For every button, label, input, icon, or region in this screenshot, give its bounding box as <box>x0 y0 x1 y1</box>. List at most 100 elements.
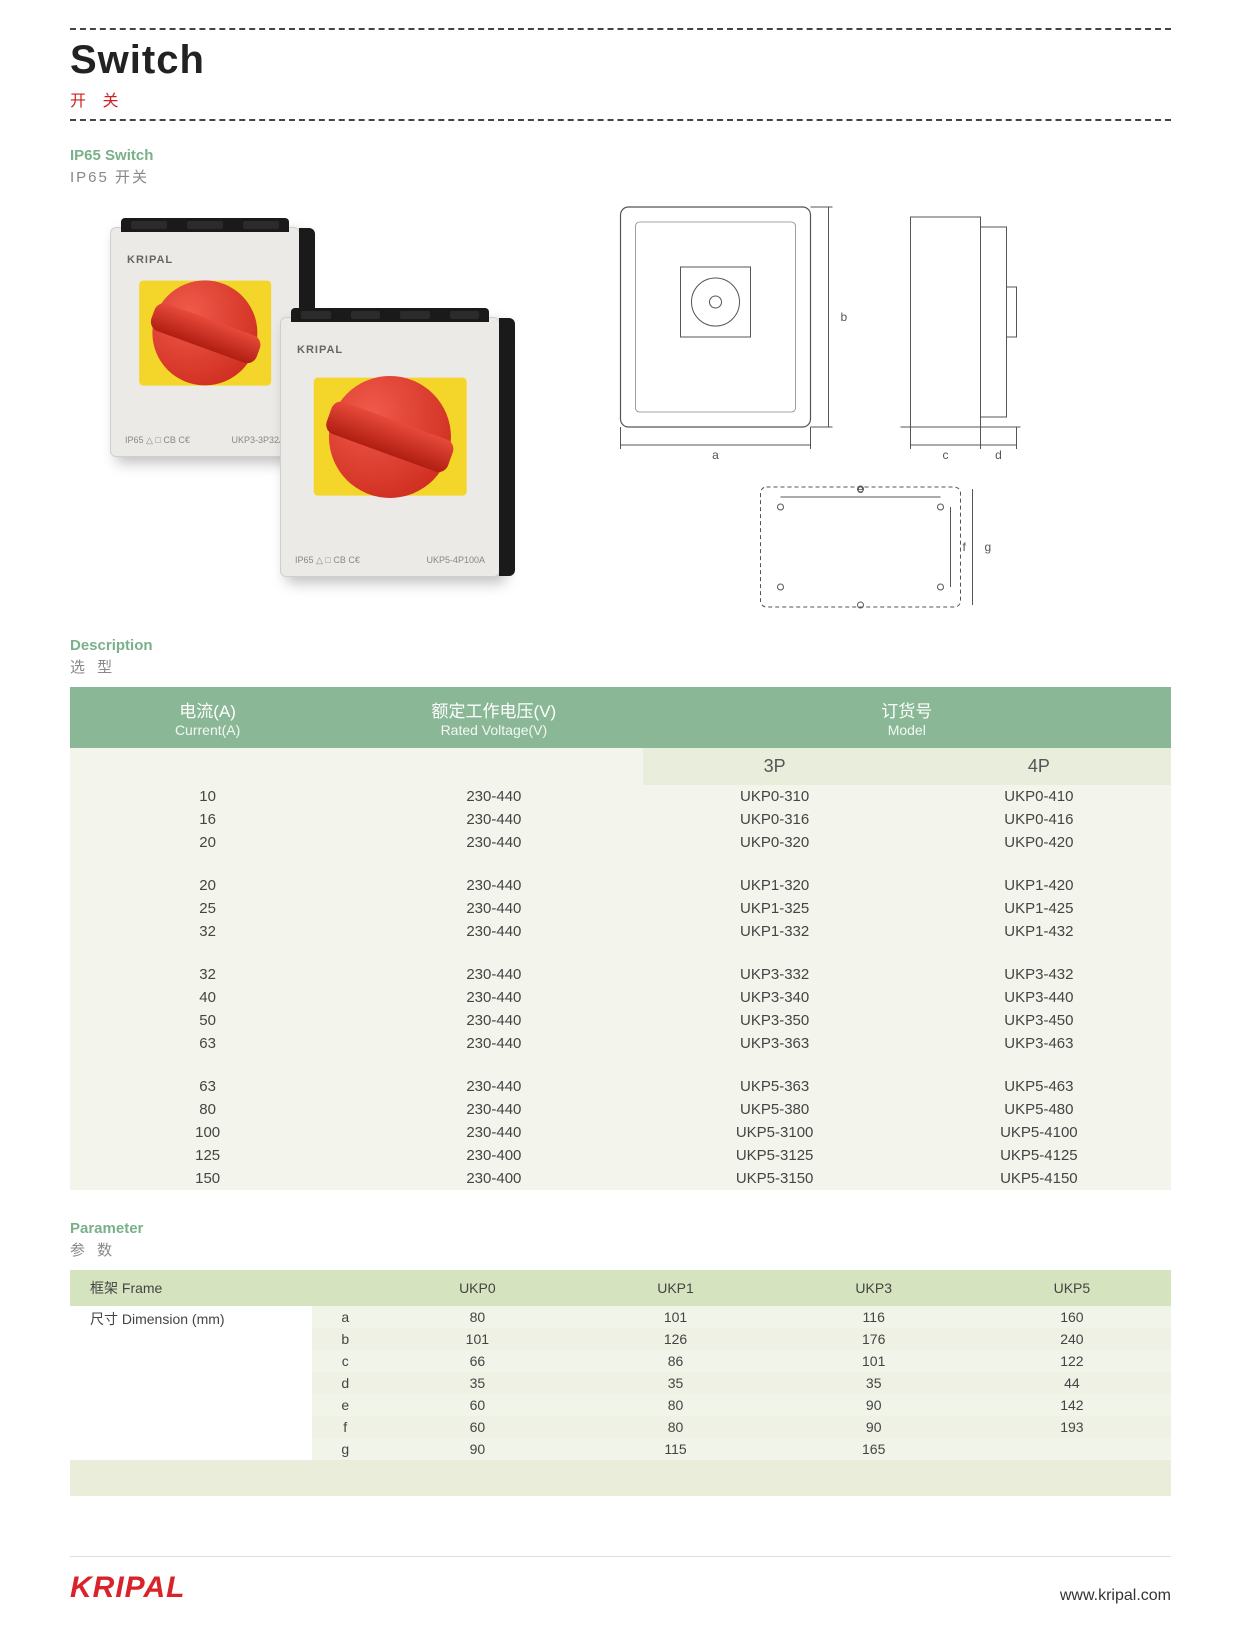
device-2: KRIPAL IP65 △ □ CB C€ UKP5-4P100A <box>280 317 500 577</box>
desc-cell-voltage: 230-440 <box>345 874 642 897</box>
param-frame-head: 框架 Frame <box>70 1270 378 1306</box>
desc-cell-p3: UKP5-3150 <box>643 1167 907 1190</box>
param-cell: 115 <box>576 1438 774 1460</box>
desc-cell-p3: UKP0-320 <box>643 831 907 854</box>
desc-cell-current: 150 <box>70 1167 345 1190</box>
dim-label-g: g <box>985 540 992 554</box>
desc-cell-p4: UKP1-432 <box>907 920 1171 943</box>
param-dim-letter: g <box>312 1438 378 1460</box>
param-cell: 176 <box>775 1328 973 1350</box>
param-cell: 80 <box>378 1306 576 1328</box>
desc-row: 20230-440UKP1-320UKP1-420 <box>70 874 1171 897</box>
desc-cell-p3: UKP3-340 <box>643 986 907 1009</box>
footer-logo: KRIPAL <box>70 1571 185 1605</box>
description-heading-cn: 选 型 <box>70 656 1171 677</box>
device-2-foot-right: UKP5-4P100A <box>426 555 485 566</box>
col-4p: 4P <box>907 748 1171 785</box>
param-cell: 90 <box>775 1394 973 1416</box>
desc-row: 40230-440UKP3-340UKP3-440 <box>70 986 1171 1009</box>
param-frame-1: UKP1 <box>576 1270 774 1306</box>
desc-cell-p3: UKP5-3100 <box>643 1121 907 1144</box>
param-cell: 160 <box>973 1306 1171 1328</box>
param-cell: 60 <box>378 1416 576 1438</box>
desc-row: 50230-440UKP3-350UKP3-450 <box>70 1009 1171 1032</box>
desc-cell-p3: UKP0-310 <box>643 785 907 808</box>
desc-cell-p3: UKP1-320 <box>643 874 907 897</box>
desc-row: 63230-440UKP5-363UKP5-463 <box>70 1075 1171 1098</box>
title-rule <box>70 119 1171 121</box>
desc-cell-current: 80 <box>70 1098 345 1121</box>
desc-cell-p3: UKP5-3125 <box>643 1144 907 1167</box>
desc-cell-current: 20 <box>70 831 345 854</box>
description-table: 电流(A) Current(A) 额定工作电压(V) Rated Voltage… <box>70 687 1171 1190</box>
desc-cell-voltage: 230-400 <box>345 1144 642 1167</box>
desc-cell-current: 16 <box>70 808 345 831</box>
device-1-foot-right: UKP3-3P32A <box>231 435 285 446</box>
parameter-heading-en: Parameter <box>70 1220 1171 1237</box>
param-dim-letter: e <box>312 1394 378 1416</box>
description-heading: Description 选 型 <box>70 637 1171 677</box>
param-cell: 80 <box>576 1394 774 1416</box>
col-current: 电流(A) Current(A) <box>70 687 345 748</box>
param-cell: 90 <box>775 1416 973 1438</box>
dim-label-e: e <box>857 482 864 496</box>
description-heading-en: Description <box>70 637 1171 654</box>
product-photo: KRIPAL IP65 △ □ CB C€ UKP3-3P32A KRIPAL … <box>70 197 530 617</box>
param-cell: 35 <box>378 1372 576 1394</box>
desc-cell-p4: UKP5-4150 <box>907 1167 1171 1190</box>
dim-label-d: d <box>995 448 1002 462</box>
device-1: KRIPAL IP65 △ □ CB C€ UKP3-3P32A <box>110 227 300 457</box>
desc-cell-p3: UKP1-332 <box>643 920 907 943</box>
desc-cell-voltage: 230-440 <box>345 986 642 1009</box>
top-rule <box>70 28 1171 30</box>
param-cell: 35 <box>576 1372 774 1394</box>
desc-cell-voltage: 230-440 <box>345 785 642 808</box>
param-cell: 101 <box>576 1306 774 1328</box>
param-row: 尺寸 Dimension (mm)a80101116160 <box>70 1306 1171 1328</box>
desc-cell-current: 125 <box>70 1144 345 1167</box>
dimension-diagram: a b c d <box>570 197 1171 617</box>
desc-cell-voltage: 230-440 <box>345 897 642 920</box>
col-voltage: 额定工作电压(V) Rated Voltage(V) <box>345 687 642 748</box>
device-2-foot-left: IP65 △ □ CB C€ <box>295 555 360 566</box>
desc-cell-p4: UKP1-425 <box>907 897 1171 920</box>
param-dim-letter: d <box>312 1372 378 1394</box>
param-dim-letter: f <box>312 1416 378 1438</box>
param-cell: 80 <box>576 1416 774 1438</box>
desc-cell-current: 32 <box>70 963 345 986</box>
desc-cell-p4: UKP5-480 <box>907 1098 1171 1121</box>
desc-cell-p4: UKP3-463 <box>907 1032 1171 1055</box>
desc-cell-voltage: 230-440 <box>345 1009 642 1032</box>
param-cell: 126 <box>576 1328 774 1350</box>
desc-cell-voltage: 230-440 <box>345 831 642 854</box>
parameter-heading-cn: 参 数 <box>70 1239 1171 1260</box>
param-cell <box>973 1438 1171 1460</box>
param-dim-letter: b <box>312 1328 378 1350</box>
device-2-brand: KRIPAL <box>297 344 343 356</box>
desc-cell-p4: UKP0-410 <box>907 785 1171 808</box>
parameter-table: 框架 Frame UKP0 UKP1 UKP3 UKP5 尺寸 Dimensio… <box>70 1270 1171 1496</box>
desc-row: 80230-440UKP5-380UKP5-480 <box>70 1098 1171 1121</box>
param-cell: 142 <box>973 1394 1171 1416</box>
page-title-block: Switch 开 关 <box>70 38 1171 111</box>
desc-cell-p4: UKP5-4100 <box>907 1121 1171 1144</box>
desc-cell-p3: UKP5-380 <box>643 1098 907 1121</box>
page-footer: KRIPAL www.kripal.com <box>70 1556 1171 1605</box>
param-frame-2: UKP3 <box>775 1270 973 1306</box>
device-1-brand: KRIPAL <box>127 254 173 266</box>
desc-row: 20230-440UKP0-320UKP0-420 <box>70 831 1171 854</box>
desc-cell-voltage: 230-400 <box>345 1167 642 1190</box>
desc-cell-voltage: 230-440 <box>345 1032 642 1055</box>
param-cell: 122 <box>973 1350 1171 1372</box>
desc-cell-current: 40 <box>70 986 345 1009</box>
desc-cell-current: 50 <box>70 1009 345 1032</box>
desc-row: 32230-440UKP1-332UKP1-432 <box>70 920 1171 943</box>
desc-cell-p4: UKP1-420 <box>907 874 1171 897</box>
param-frame-3: UKP5 <box>973 1270 1171 1306</box>
device-1-foot-left: IP65 △ □ CB C€ <box>125 435 190 446</box>
desc-cell-p3: UKP3-363 <box>643 1032 907 1055</box>
param-cell: 101 <box>775 1350 973 1372</box>
param-cell: 101 <box>378 1328 576 1350</box>
desc-cell-p3: UKP0-316 <box>643 808 907 831</box>
col-3p: 3P <box>643 748 907 785</box>
